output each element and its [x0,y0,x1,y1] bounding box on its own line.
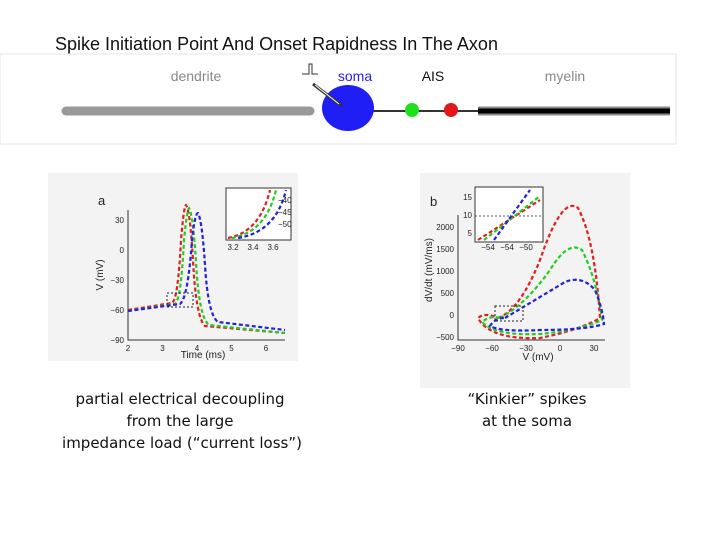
x-tick-label: −30 [519,344,533,353]
soma [322,85,374,131]
inset [474,186,544,243]
trace-blue [127,211,286,332]
trace-green [127,206,286,335]
y-tick-label: −500 [436,333,455,342]
label-soma: soma [338,68,372,84]
axes [457,215,605,341]
y-axis-label: dV/dt (mV/ms) [424,238,435,302]
x-tick-label: 0 [558,344,563,353]
inset-y-tick-label: 10 [463,211,472,220]
x-axis-label: V (mV) [522,352,553,363]
y-tick-label: 0 [450,311,455,320]
y-tick-label: 0 [120,246,125,255]
y-tick-label: 1000 [436,267,454,276]
axes [127,210,285,341]
loop-blue [488,278,606,332]
inset-x-tick-label: 3.6 [267,243,279,252]
inset-x-tick-label: −54 [481,243,495,252]
y-tick-label: 30 [115,216,124,225]
inset-red [477,199,541,241]
trace-red [127,203,286,335]
zoom-box [166,292,194,308]
caption-line: “Kinkier” spikes [468,390,587,408]
tick-labels: 300−30−60−902 3 4 5 6−40−45−503.2 3.4 3.620001… [110,193,599,353]
label-myelin: myelin [545,68,585,84]
panel-b: b dV/dt (mV/ms) V (mV) [420,173,630,388]
zoom-box [494,305,524,322]
y-axis-label: V (mV) [95,259,106,290]
inset-y-tick-label: 5 [468,229,473,238]
x-tick-label: 6 [264,344,269,353]
x-tick-label: −90 [451,344,465,353]
inset-green [231,189,278,240]
ais-red [444,103,458,117]
stimulus-pulse [302,63,318,75]
inset-red [227,189,272,240]
label-ais: AIS [422,68,445,84]
panel-letter: a [98,193,106,208]
x-tick-label: 2 [126,344,131,353]
neuron-diagram: dendrite soma AIS myelin [0,53,677,145]
inset-y-tick-label: −40 [278,196,292,205]
panel-letter: b [430,194,437,209]
x-tick-label: 30 [590,344,599,353]
label-dendrite: dendrite [171,68,222,84]
y-tick-label: 2000 [436,223,454,232]
x-tick-label: 4 [195,344,200,353]
loop-green [480,246,604,336]
y-tick-label: 1500 [436,245,454,254]
inset-green [483,195,541,241]
y-tick-label: −30 [110,276,124,285]
slide-title: Spike Initiation Point And Onset Rapidne… [55,34,498,54]
caption-line: from the large [126,412,233,430]
x-tick-label: 3 [160,344,165,353]
y-tick-label: 500 [441,289,455,298]
inset-y-tick-label: −50 [278,220,292,229]
caption-line: impedance load (“current loss”) [62,434,302,452]
panel-a: a V (mV) Time (ms) [48,173,298,361]
ais-green [405,103,419,117]
inset-x-tick-label: −50 [519,243,533,252]
caption-line: partial electrical decoupling [75,390,284,408]
y-tick-label: −60 [110,306,124,315]
inset-blue [237,189,288,240]
electrode-inner [314,84,340,105]
inset-x-tick-label: 3.4 [247,243,259,252]
captions: partial electrical decoupling from the l… [62,390,587,452]
inset-x-tick-label: 3.2 [227,243,239,252]
x-axis-label: Time (ms) [181,350,226,361]
x-tick-label: 5 [229,344,234,353]
inset-y-tick-label: 15 [463,193,472,202]
x-tick-label: −60 [485,344,499,353]
inset-x-tick-label: −54 [500,243,514,252]
inset-y-tick-label: −45 [278,208,292,217]
y-tick-label: −90 [110,336,124,345]
inset-blue [493,189,531,241]
caption-line: at the soma [482,412,572,430]
